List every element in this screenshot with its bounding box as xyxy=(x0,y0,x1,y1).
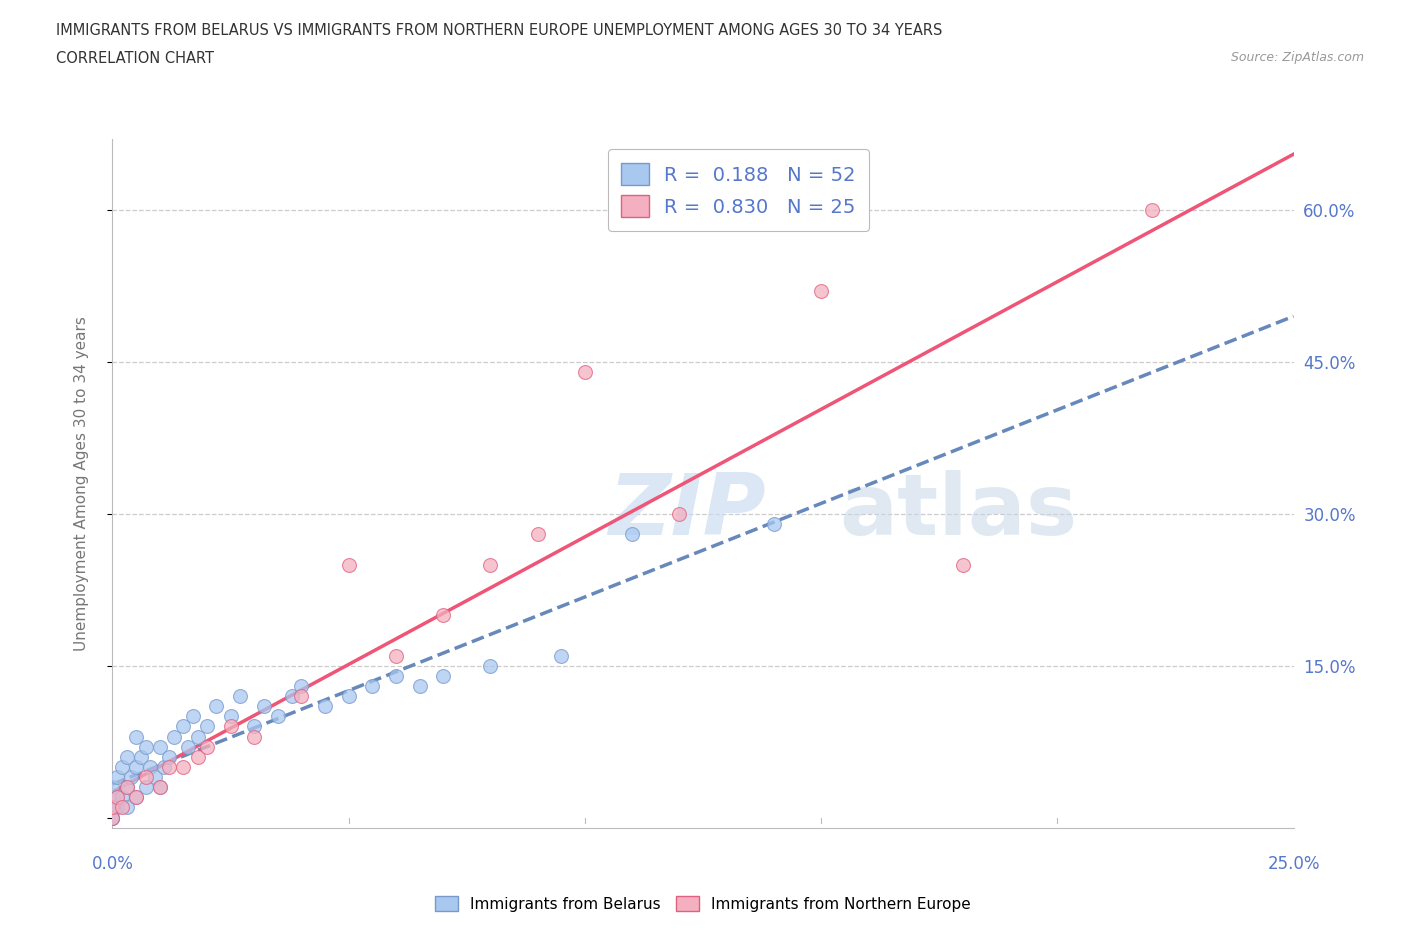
Point xyxy=(105,790,128,804)
Point xyxy=(115,750,138,764)
Point xyxy=(186,729,208,744)
Point xyxy=(385,648,408,663)
Point xyxy=(432,669,454,684)
Point xyxy=(125,790,148,804)
Point xyxy=(135,779,157,794)
Point xyxy=(253,698,276,713)
Point xyxy=(101,810,124,825)
Text: atlas: atlas xyxy=(839,470,1077,552)
Point xyxy=(135,739,157,754)
Point xyxy=(337,557,360,572)
Point xyxy=(186,750,208,764)
Point xyxy=(101,790,124,804)
Y-axis label: Unemployment Among Ages 30 to 34 years: Unemployment Among Ages 30 to 34 years xyxy=(75,316,89,651)
Point xyxy=(101,810,124,825)
Point xyxy=(810,284,832,299)
Point xyxy=(526,526,548,541)
Point xyxy=(195,739,218,754)
Point xyxy=(101,800,124,815)
Legend: R =  0.188   N = 52, R =  0.830   N = 25: R = 0.188 N = 52, R = 0.830 N = 25 xyxy=(607,149,869,231)
Point xyxy=(281,689,304,704)
Point xyxy=(149,739,172,754)
Point xyxy=(219,709,242,724)
Point xyxy=(267,709,290,724)
Point xyxy=(101,779,124,794)
Point xyxy=(574,365,596,379)
Point xyxy=(550,648,572,663)
Point xyxy=(243,729,266,744)
Point xyxy=(111,760,134,775)
Text: 0.0%: 0.0% xyxy=(91,856,134,873)
Point xyxy=(115,779,138,794)
Point xyxy=(101,810,124,825)
Point xyxy=(621,526,644,541)
Legend: Immigrants from Belarus, Immigrants from Northern Europe: Immigrants from Belarus, Immigrants from… xyxy=(429,889,977,918)
Point xyxy=(135,770,157,785)
Point xyxy=(101,810,124,825)
Point xyxy=(101,800,124,815)
Point xyxy=(181,709,204,724)
Point xyxy=(479,557,502,572)
Point xyxy=(668,507,690,522)
Point xyxy=(479,658,502,673)
Point xyxy=(163,729,186,744)
Point xyxy=(337,689,360,704)
Point xyxy=(229,689,252,704)
Point xyxy=(153,760,176,775)
Point xyxy=(115,779,138,794)
Point xyxy=(952,557,974,572)
Text: IMMIGRANTS FROM BELARUS VS IMMIGRANTS FROM NORTHERN EUROPE UNEMPLOYMENT AMONG AG: IMMIGRANTS FROM BELARUS VS IMMIGRANTS FR… xyxy=(56,23,942,38)
Text: CORRELATION CHART: CORRELATION CHART xyxy=(56,51,214,66)
Text: ZIP: ZIP xyxy=(609,470,766,552)
Point xyxy=(219,719,242,734)
Point xyxy=(111,790,134,804)
Point xyxy=(149,779,172,794)
Point xyxy=(385,669,408,684)
Point xyxy=(157,750,180,764)
Point xyxy=(172,760,194,775)
Point xyxy=(290,689,312,704)
Point xyxy=(105,790,128,804)
Point xyxy=(111,800,134,815)
Point xyxy=(149,779,172,794)
Point xyxy=(243,719,266,734)
Point xyxy=(129,750,152,764)
Point xyxy=(125,729,148,744)
Point xyxy=(125,760,148,775)
Point xyxy=(139,760,162,775)
Point xyxy=(157,760,180,775)
Point xyxy=(177,739,200,754)
Text: 25.0%: 25.0% xyxy=(1267,856,1320,873)
Point xyxy=(105,800,128,815)
Point xyxy=(115,800,138,815)
Point xyxy=(120,770,142,785)
Point xyxy=(105,770,128,785)
Point xyxy=(143,770,166,785)
Point xyxy=(408,679,430,694)
Point xyxy=(195,719,218,734)
Point xyxy=(172,719,194,734)
Point xyxy=(314,698,336,713)
Point xyxy=(361,679,384,694)
Text: Source: ZipAtlas.com: Source: ZipAtlas.com xyxy=(1230,51,1364,64)
Point xyxy=(101,800,124,815)
Point xyxy=(125,790,148,804)
Point xyxy=(290,679,312,694)
Point xyxy=(432,607,454,622)
Point xyxy=(762,517,785,532)
Point xyxy=(205,698,228,713)
Point xyxy=(1140,203,1163,218)
